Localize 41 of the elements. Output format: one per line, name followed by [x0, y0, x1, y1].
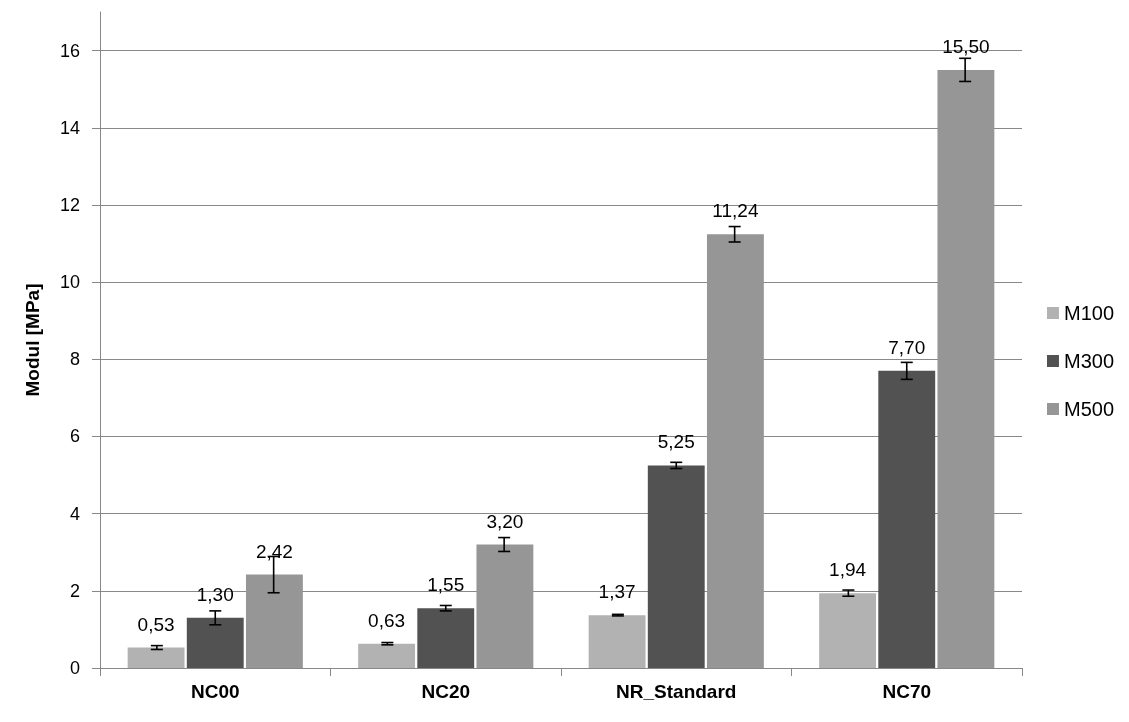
- bar: [878, 370, 936, 668]
- data-label: 2,42: [255, 540, 293, 562]
- data-label: 7,70: [888, 336, 926, 358]
- y-tick-label: 2: [69, 580, 80, 601]
- bar: [245, 574, 303, 668]
- bar: [819, 593, 877, 668]
- y-tick-label: 16: [59, 40, 80, 61]
- y-tick-label: 8: [69, 349, 80, 370]
- y-tick-label: 4: [69, 503, 80, 524]
- y-tick-label: 10: [59, 272, 80, 293]
- bar: [476, 544, 534, 668]
- bar: [358, 643, 416, 668]
- bar: [417, 608, 475, 668]
- data-label: 1,37: [598, 581, 636, 603]
- data-label: 3,20: [486, 510, 524, 532]
- data-label: 5,25: [657, 431, 695, 453]
- data-label: 1,94: [829, 559, 867, 581]
- legend-label: M300: [1063, 350, 1114, 372]
- y-tick-label: 14: [59, 117, 80, 138]
- data-label: 11,24: [712, 200, 759, 222]
- data-label: 1,30: [196, 583, 234, 605]
- x-tick-label: NC20: [421, 681, 471, 702]
- data-label: 1,55: [427, 574, 465, 596]
- y-tick-label: 0: [69, 658, 80, 678]
- bar: [937, 69, 995, 668]
- x-tick-label: NC00: [190, 681, 240, 702]
- bar: [588, 615, 646, 668]
- legend-label: M100: [1063, 302, 1114, 324]
- x-tick-label: NR_Standard: [616, 681, 737, 702]
- bar: [706, 234, 764, 668]
- y-tick-label: 12: [59, 194, 80, 215]
- bar: [186, 617, 244, 668]
- data-label: 0,53: [137, 613, 175, 635]
- bar: [127, 647, 185, 668]
- y-axis-title: Modul [MPa]: [22, 283, 43, 397]
- x-tick-label: NC70: [882, 681, 932, 702]
- data-label: 15,50: [942, 35, 990, 57]
- legend-label: M500: [1063, 398, 1114, 420]
- bar: [647, 465, 705, 668]
- data-label: 0,63: [368, 609, 406, 631]
- y-tick-label: 6: [69, 426, 80, 447]
